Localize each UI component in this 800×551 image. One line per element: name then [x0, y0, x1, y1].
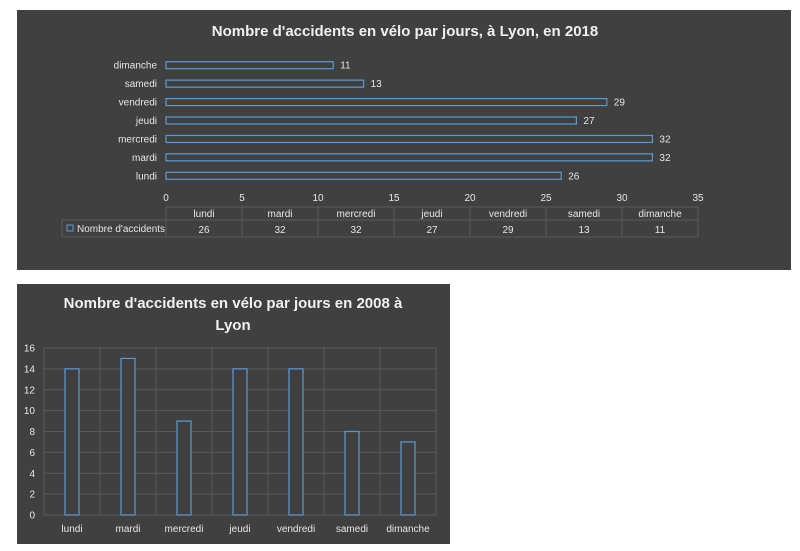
table-header-cell: mardi — [267, 209, 292, 220]
y-tick-label: 4 — [29, 469, 35, 480]
y-tick-label: 8 — [29, 427, 35, 438]
bar — [64, 368, 80, 516]
data-label: 32 — [659, 153, 671, 164]
bar — [400, 441, 416, 516]
bar — [288, 368, 304, 516]
x-tick-label: dimanche — [386, 524, 430, 535]
legend-label: Nombre d'accidents — [77, 224, 165, 235]
bar — [176, 420, 192, 516]
x-tick-label: jeudi — [228, 524, 250, 535]
category-label: vendredi — [119, 98, 157, 109]
legend-key-icon — [66, 224, 74, 232]
x-tick-label: mercredi — [165, 524, 204, 535]
bar — [165, 79, 365, 88]
table-value-cell: 13 — [578, 225, 590, 236]
chart-2018-svg: Nombre d'accidents en vélo par jours, à … — [61, 23, 704, 238]
bar — [344, 430, 360, 516]
x-tick-label: 25 — [540, 193, 552, 204]
table-header-cell: samedi — [568, 209, 600, 220]
y-tick-label: 10 — [24, 406, 36, 417]
category-label: dimanche — [114, 61, 158, 72]
category-label: jeudi — [135, 116, 157, 127]
table-value-cell: 27 — [426, 225, 438, 236]
table-value-cell: 32 — [274, 225, 286, 236]
table-value-cell: 32 — [350, 225, 362, 236]
x-tick-label: vendredi — [277, 524, 315, 535]
y-tick-label: 12 — [24, 385, 36, 396]
category-label: mercredi — [118, 134, 157, 145]
data-label: 32 — [659, 134, 671, 145]
data-label: 11 — [340, 61, 351, 72]
bar — [165, 97, 608, 107]
x-tick-label: 35 — [692, 193, 704, 204]
x-tick-label: 20 — [464, 193, 476, 204]
bar — [165, 153, 653, 162]
table-value-cell: 26 — [198, 225, 210, 236]
x-tick-label: mardi — [115, 524, 140, 535]
y-tick-label: 2 — [29, 490, 35, 501]
x-tick-label: 15 — [388, 193, 400, 204]
table-value-cell: 11 — [655, 225, 666, 236]
table-header-cell: mercredi — [337, 209, 376, 220]
data-label: 26 — [568, 171, 580, 182]
category-label: lundi — [136, 171, 157, 182]
x-tick-label: samedi — [336, 524, 368, 535]
x-tick-label: 10 — [312, 193, 324, 204]
y-tick-label: 14 — [24, 364, 36, 375]
chart-2008-panel: Nombre d'accidents en vélo par jours en … — [17, 284, 450, 544]
x-tick-label: 5 — [239, 193, 245, 204]
bar — [165, 116, 577, 125]
chart-2008-title-line1: Nombre d'accidents en vélo par jours en … — [64, 295, 403, 312]
bar — [120, 357, 136, 516]
chart-2018-title: Nombre d'accidents en vélo par jours, à … — [212, 23, 598, 40]
data-label: 27 — [583, 116, 595, 127]
table-header-cell: jeudi — [420, 209, 442, 220]
table-value-cell: 29 — [502, 225, 514, 236]
x-tick-label: 30 — [616, 193, 628, 204]
chart-2018-panel: Nombre d'accidents en vélo par jours, à … — [17, 10, 791, 270]
category-label: mardi — [132, 153, 157, 164]
chart-2008-title-line2: Lyon — [215, 317, 250, 334]
table-header-cell: vendredi — [489, 209, 527, 220]
y-tick-label: 0 — [29, 511, 35, 522]
chart-2008-svg: Nombre d'accidents en vélo par jours en … — [24, 295, 437, 535]
category-label: samedi — [125, 79, 157, 90]
x-tick-label: lundi — [61, 524, 82, 535]
data-label: 29 — [614, 98, 626, 109]
data-label: 13 — [371, 79, 383, 90]
table-header-cell: dimanche — [638, 209, 682, 220]
y-tick-label: 6 — [29, 448, 35, 459]
y-tick-label: 16 — [24, 344, 36, 355]
bar — [165, 171, 562, 180]
x-tick-label: 0 — [163, 193, 169, 204]
bar — [165, 134, 653, 144]
table-header-cell: lundi — [193, 209, 214, 220]
bar — [165, 61, 334, 70]
bar — [232, 368, 248, 516]
